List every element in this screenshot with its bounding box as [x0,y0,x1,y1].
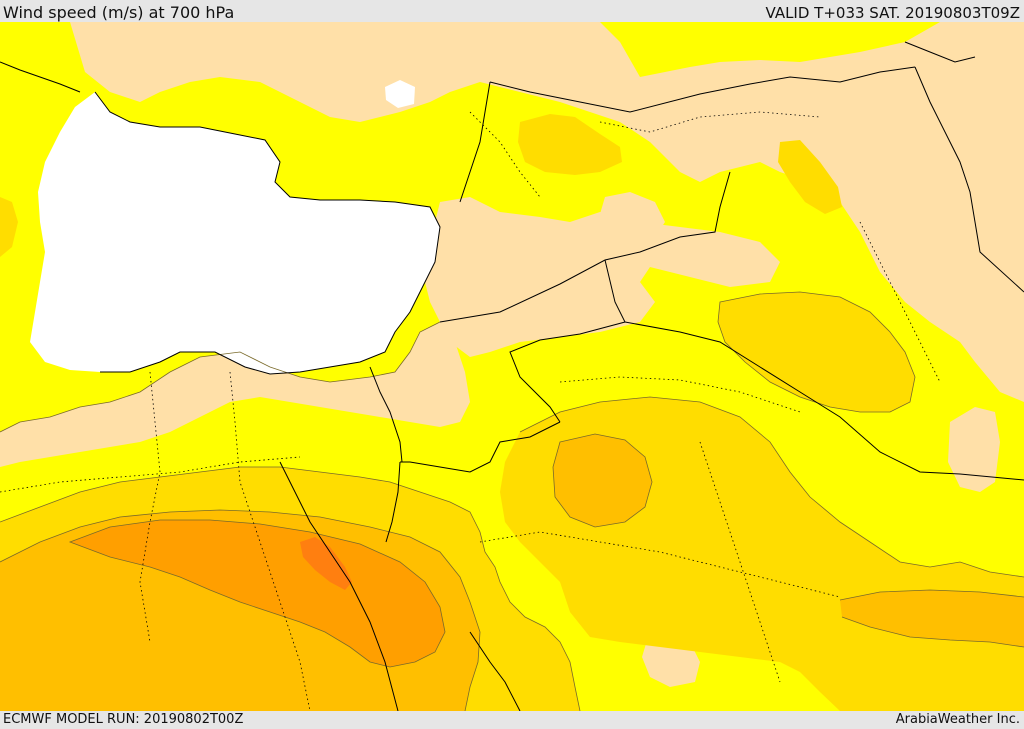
contour-lines [0,291,1024,711]
coastline [385,461,401,543]
contour-line [0,321,441,433]
internal-boundaries [0,111,941,711]
coastline [94,91,441,375]
contour-line [717,291,916,413]
credit-label: ArabiaWeather Inc. [895,712,1020,727]
wind-speed-map[interactable] [0,22,1024,711]
band-1-regions [0,22,1024,687]
below-lowest-regions [30,80,440,374]
sea-calm-region [30,92,440,374]
border-line [400,421,561,473]
band-4-region [840,590,1024,647]
band-3-region [718,292,915,412]
chart-title: Wind speed (m/s) at 700 hPa [3,3,235,22]
contour-line [552,433,653,528]
contour-line [839,589,1024,601]
band-3-region [778,140,842,214]
band-5-region [70,520,445,667]
band-3-region [518,114,622,175]
valid-time-label: VALID T+033 SAT. 20190803T09Z [765,4,1020,22]
border-line [624,321,1024,481]
dotted-boundary [0,456,301,493]
coastlines [0,41,976,711]
coastline [279,461,399,711]
coastline [469,631,521,711]
border-line [459,81,491,203]
header-bar: Wind speed (m/s) at 700 hPa VALID T+033 … [0,0,1024,22]
dotted-boundary [699,441,781,683]
border-line [914,66,1024,293]
contour-line [519,396,1024,578]
band-1-region [425,197,780,357]
band-6-regions [300,537,352,590]
contour-line [0,509,481,711]
coastline [904,41,976,63]
contour-line [68,519,446,668]
dotted-boundary [139,371,161,643]
border-line [439,171,731,323]
dotted-boundary [859,221,941,383]
band-5-regions [70,520,445,667]
border-line [489,66,916,113]
dotted-boundary [479,531,841,598]
map-canvas [0,22,1024,711]
band-4-region [553,434,652,527]
contour-line [841,616,1024,648]
border-line [509,259,626,423]
political-borders [369,66,1024,481]
band-3-region [0,197,18,257]
band-1-region [70,22,1024,402]
band-1-region [948,407,1000,492]
small-calm-region [385,80,415,108]
band-1-region [0,322,470,467]
dotted-boundary [559,376,801,413]
coastline [0,61,81,93]
dotted-boundary [229,371,311,711]
contour-line [0,466,581,711]
model-run-label: ECMWF MODEL RUN: 20190802T00Z [3,712,244,727]
band-1-region [600,192,665,240]
border-line [369,366,403,463]
band-6-region [300,537,352,590]
footer-bar: ECMWF MODEL RUN: 20190802T00Z ArabiaWeat… [0,711,1024,729]
